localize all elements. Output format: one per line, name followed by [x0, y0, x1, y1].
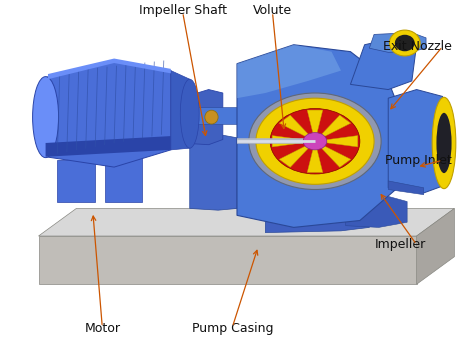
- Polygon shape: [171, 70, 190, 150]
- Polygon shape: [190, 134, 237, 210]
- Text: Exit Nozzle: Exit Nozzle: [383, 40, 452, 53]
- Polygon shape: [105, 158, 143, 202]
- Polygon shape: [57, 159, 95, 202]
- Polygon shape: [388, 90, 447, 193]
- Polygon shape: [46, 136, 171, 157]
- Polygon shape: [265, 198, 369, 232]
- Polygon shape: [180, 90, 223, 145]
- Polygon shape: [307, 110, 323, 138]
- Polygon shape: [318, 115, 351, 139]
- Circle shape: [270, 109, 360, 174]
- Ellipse shape: [395, 35, 415, 51]
- Polygon shape: [237, 45, 341, 98]
- Text: Impeller: Impeller: [375, 238, 426, 251]
- Ellipse shape: [390, 30, 420, 56]
- Text: Volute: Volute: [253, 4, 292, 17]
- Polygon shape: [279, 115, 312, 139]
- Polygon shape: [279, 143, 312, 167]
- Ellipse shape: [180, 79, 199, 148]
- Polygon shape: [180, 107, 246, 124]
- Polygon shape: [318, 143, 351, 167]
- Polygon shape: [272, 136, 310, 147]
- Polygon shape: [46, 60, 171, 167]
- Polygon shape: [369, 33, 426, 52]
- Ellipse shape: [437, 113, 452, 173]
- Circle shape: [303, 133, 327, 150]
- Polygon shape: [307, 145, 323, 172]
- Polygon shape: [237, 45, 407, 227]
- Ellipse shape: [33, 77, 59, 158]
- Polygon shape: [417, 209, 455, 284]
- Polygon shape: [350, 36, 417, 90]
- Polygon shape: [388, 181, 424, 195]
- Ellipse shape: [432, 97, 456, 189]
- Text: Pump Inlet: Pump Inlet: [385, 154, 452, 167]
- Polygon shape: [48, 59, 171, 79]
- Polygon shape: [346, 196, 407, 227]
- Circle shape: [256, 98, 374, 184]
- Polygon shape: [256, 195, 393, 210]
- Polygon shape: [38, 209, 455, 236]
- Circle shape: [249, 93, 381, 189]
- Text: Impeller Shaft: Impeller Shaft: [139, 4, 227, 17]
- Text: Pump Casing: Pump Casing: [191, 322, 273, 335]
- Ellipse shape: [205, 110, 218, 124]
- Polygon shape: [38, 236, 417, 284]
- Polygon shape: [319, 136, 358, 147]
- Text: Motor: Motor: [84, 322, 120, 335]
